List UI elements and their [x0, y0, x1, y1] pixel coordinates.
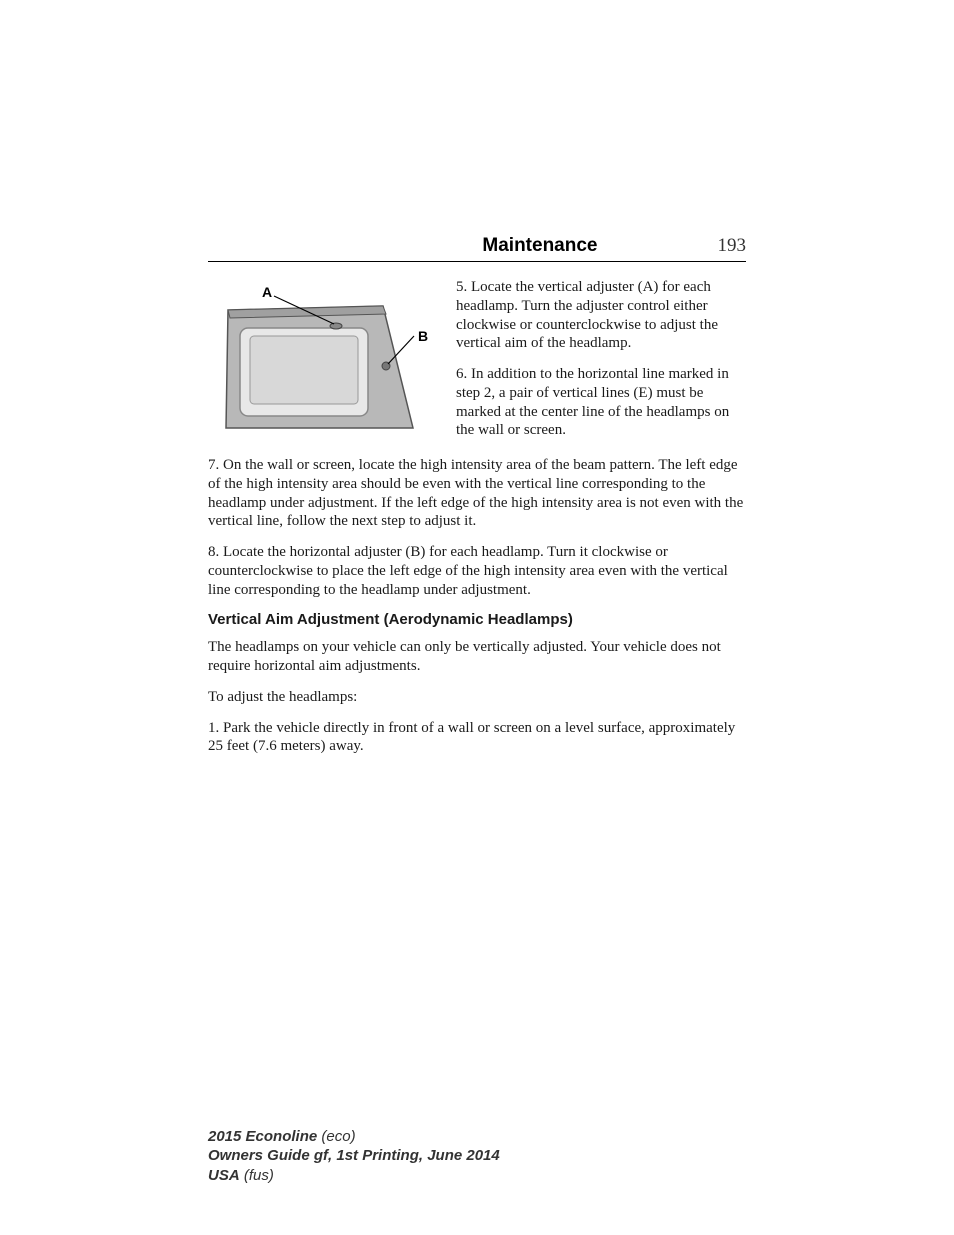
step-7: 7. On the wall or screen, locate the hig… [208, 456, 746, 531]
footer-line-2: Owners Guide gf, 1st Printing, June 2014 [208, 1146, 500, 1166]
headlamp-svg [208, 278, 438, 438]
step-8: 8. Locate the horizontal adjuster (B) fo… [208, 543, 746, 599]
region: USA [208, 1167, 240, 1184]
subheading: Vertical Aim Adjustment (Aerodynamic Hea… [208, 611, 746, 628]
adjust-intro: To adjust the headlamps: [208, 688, 746, 707]
footer-line-1: 2015 Econoline (eco) [208, 1127, 500, 1147]
right-column: 5. Locate the vertical adjuster (A) for … [456, 278, 746, 440]
step-5: 5. Locate the vertical adjuster (A) for … [456, 278, 746, 353]
label-b: B [418, 328, 428, 344]
figure-text-row: A B 5. Locate the ve [208, 278, 746, 440]
manual-page: Maintenance 193 A B [0, 0, 954, 1235]
label-a: A [262, 284, 272, 300]
headlamp-diagram: A B [208, 278, 438, 438]
page-footer: 2015 Econoline (eco) Owners Guide gf, 1s… [208, 1127, 500, 1186]
page-header: Maintenance 193 [208, 235, 746, 262]
vehicle-model: 2015 Econoline [208, 1128, 317, 1145]
step-1: 1. Park the vehicle directly in front of… [208, 719, 746, 757]
footer-line-3: USA (fus) [208, 1166, 500, 1186]
region-code: (fus) [240, 1167, 274, 1184]
intro-para: The headlamps on your vehicle can only b… [208, 638, 746, 676]
vehicle-code: (eco) [317, 1128, 355, 1145]
step-6: 6. In addition to the horizontal line ma… [456, 365, 746, 440]
section-title: Maintenance [482, 235, 597, 257]
page-number: 193 [718, 235, 747, 257]
